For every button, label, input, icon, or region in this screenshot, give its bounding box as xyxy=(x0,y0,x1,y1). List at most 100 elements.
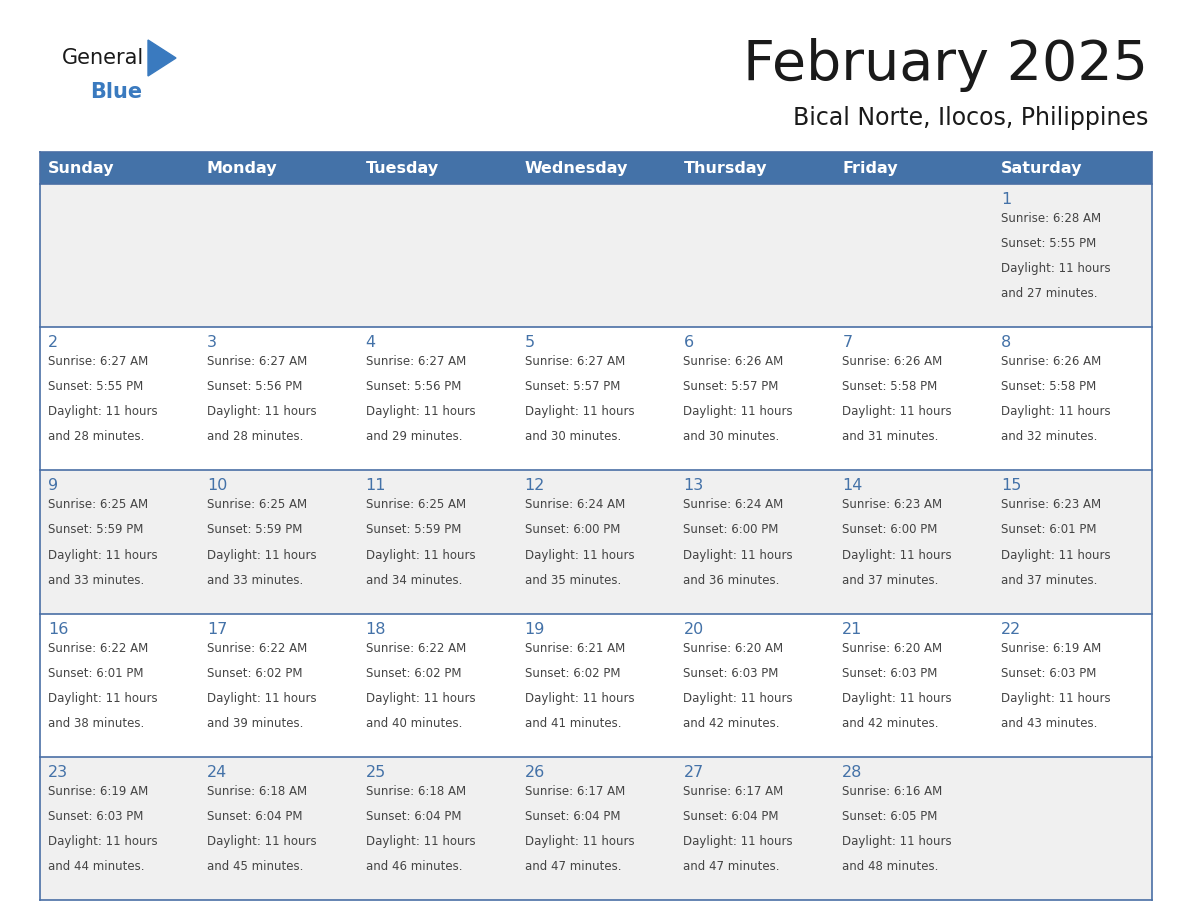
Text: and 43 minutes.: and 43 minutes. xyxy=(1001,717,1098,730)
Text: and 47 minutes.: and 47 minutes. xyxy=(683,860,781,873)
Text: and 35 minutes.: and 35 minutes. xyxy=(525,574,621,587)
Text: 5: 5 xyxy=(525,335,535,350)
Text: 9: 9 xyxy=(48,478,58,493)
Text: 24: 24 xyxy=(207,765,227,779)
Text: 7: 7 xyxy=(842,335,853,350)
Text: 25: 25 xyxy=(366,765,386,779)
Text: and 33 minutes.: and 33 minutes. xyxy=(207,574,303,587)
Text: Daylight: 11 hours: Daylight: 11 hours xyxy=(1001,263,1111,275)
Text: and 38 minutes.: and 38 minutes. xyxy=(48,717,144,730)
Text: and 45 minutes.: and 45 minutes. xyxy=(207,860,303,873)
Text: Sunrise: 6:18 AM: Sunrise: 6:18 AM xyxy=(366,785,466,798)
Text: Sunrise: 6:17 AM: Sunrise: 6:17 AM xyxy=(683,785,784,798)
Text: Sunday: Sunday xyxy=(48,161,114,175)
Text: Sunset: 5:58 PM: Sunset: 5:58 PM xyxy=(842,380,937,393)
Text: Daylight: 11 hours: Daylight: 11 hours xyxy=(207,549,316,562)
Text: Sunset: 6:01 PM: Sunset: 6:01 PM xyxy=(1001,523,1097,536)
Text: and 33 minutes.: and 33 minutes. xyxy=(48,574,144,587)
Text: Sunset: 5:58 PM: Sunset: 5:58 PM xyxy=(1001,380,1097,393)
Text: Sunrise: 6:27 AM: Sunrise: 6:27 AM xyxy=(525,355,625,368)
Text: Daylight: 11 hours: Daylight: 11 hours xyxy=(1001,549,1111,562)
Text: Sunset: 6:02 PM: Sunset: 6:02 PM xyxy=(366,666,461,679)
Text: Sunrise: 6:26 AM: Sunrise: 6:26 AM xyxy=(1001,355,1101,368)
Text: and 42 minutes.: and 42 minutes. xyxy=(842,717,939,730)
Bar xyxy=(40,184,1152,327)
Text: 4: 4 xyxy=(366,335,375,350)
Text: Daylight: 11 hours: Daylight: 11 hours xyxy=(842,692,952,705)
Text: and 37 minutes.: and 37 minutes. xyxy=(1001,574,1098,587)
Text: 28: 28 xyxy=(842,765,862,779)
Text: and 40 minutes.: and 40 minutes. xyxy=(366,717,462,730)
Text: Sunrise: 6:17 AM: Sunrise: 6:17 AM xyxy=(525,785,625,798)
Text: and 41 minutes.: and 41 minutes. xyxy=(525,717,621,730)
Text: 1: 1 xyxy=(1001,192,1011,207)
Text: Sunrise: 6:27 AM: Sunrise: 6:27 AM xyxy=(48,355,148,368)
Text: Bical Norte, Ilocos, Philippines: Bical Norte, Ilocos, Philippines xyxy=(792,106,1148,130)
Text: and 29 minutes.: and 29 minutes. xyxy=(366,431,462,443)
Text: Saturday: Saturday xyxy=(1001,161,1082,175)
Text: and 34 minutes.: and 34 minutes. xyxy=(366,574,462,587)
Text: Sunrise: 6:24 AM: Sunrise: 6:24 AM xyxy=(683,498,784,511)
Text: 15: 15 xyxy=(1001,478,1022,493)
Text: and 44 minutes.: and 44 minutes. xyxy=(48,860,145,873)
Text: Daylight: 11 hours: Daylight: 11 hours xyxy=(842,549,952,562)
Text: Sunrise: 6:27 AM: Sunrise: 6:27 AM xyxy=(207,355,308,368)
Text: Daylight: 11 hours: Daylight: 11 hours xyxy=(1001,692,1111,705)
Text: Sunset: 5:55 PM: Sunset: 5:55 PM xyxy=(1001,237,1097,250)
Text: Sunrise: 6:23 AM: Sunrise: 6:23 AM xyxy=(1001,498,1101,511)
Text: February 2025: February 2025 xyxy=(742,38,1148,92)
Text: and 39 minutes.: and 39 minutes. xyxy=(207,717,303,730)
Text: Friday: Friday xyxy=(842,161,898,175)
Text: Sunrise: 6:21 AM: Sunrise: 6:21 AM xyxy=(525,642,625,655)
Text: Sunset: 6:04 PM: Sunset: 6:04 PM xyxy=(207,810,303,823)
Text: Sunset: 6:05 PM: Sunset: 6:05 PM xyxy=(842,810,937,823)
Text: Sunset: 6:01 PM: Sunset: 6:01 PM xyxy=(48,666,144,679)
Text: and 48 minutes.: and 48 minutes. xyxy=(842,860,939,873)
Text: 11: 11 xyxy=(366,478,386,493)
Text: Daylight: 11 hours: Daylight: 11 hours xyxy=(207,692,316,705)
Polygon shape xyxy=(148,40,176,76)
Text: Sunset: 6:03 PM: Sunset: 6:03 PM xyxy=(1001,666,1097,679)
Text: Sunrise: 6:26 AM: Sunrise: 6:26 AM xyxy=(842,355,942,368)
Text: and 42 minutes.: and 42 minutes. xyxy=(683,717,781,730)
Text: Daylight: 11 hours: Daylight: 11 hours xyxy=(366,834,475,848)
Text: Daylight: 11 hours: Daylight: 11 hours xyxy=(683,549,794,562)
Text: Daylight: 11 hours: Daylight: 11 hours xyxy=(842,834,952,848)
Text: Sunrise: 6:18 AM: Sunrise: 6:18 AM xyxy=(207,785,307,798)
Text: 10: 10 xyxy=(207,478,227,493)
Text: 19: 19 xyxy=(525,621,545,636)
Text: Sunrise: 6:16 AM: Sunrise: 6:16 AM xyxy=(842,785,942,798)
Text: Sunrise: 6:26 AM: Sunrise: 6:26 AM xyxy=(683,355,784,368)
Text: Sunset: 6:03 PM: Sunset: 6:03 PM xyxy=(842,666,937,679)
Text: Thursday: Thursday xyxy=(683,161,767,175)
Text: Sunset: 6:00 PM: Sunset: 6:00 PM xyxy=(683,523,779,536)
Text: Daylight: 11 hours: Daylight: 11 hours xyxy=(48,406,158,419)
Text: Daylight: 11 hours: Daylight: 11 hours xyxy=(525,692,634,705)
Text: 22: 22 xyxy=(1001,621,1022,636)
Text: Monday: Monday xyxy=(207,161,278,175)
Text: Sunrise: 6:28 AM: Sunrise: 6:28 AM xyxy=(1001,212,1101,225)
Text: 3: 3 xyxy=(207,335,217,350)
Bar xyxy=(40,470,1152,613)
Text: 6: 6 xyxy=(683,335,694,350)
Text: Daylight: 11 hours: Daylight: 11 hours xyxy=(525,549,634,562)
Text: Sunset: 5:59 PM: Sunset: 5:59 PM xyxy=(207,523,302,536)
Text: Sunset: 6:04 PM: Sunset: 6:04 PM xyxy=(366,810,461,823)
Text: 16: 16 xyxy=(48,621,69,636)
Text: and 30 minutes.: and 30 minutes. xyxy=(525,431,621,443)
Text: Daylight: 11 hours: Daylight: 11 hours xyxy=(207,834,316,848)
Text: 26: 26 xyxy=(525,765,545,779)
Bar xyxy=(40,152,1152,184)
Text: Sunrise: 6:25 AM: Sunrise: 6:25 AM xyxy=(207,498,307,511)
Text: Daylight: 11 hours: Daylight: 11 hours xyxy=(525,834,634,848)
Text: Tuesday: Tuesday xyxy=(366,161,438,175)
Text: Sunrise: 6:24 AM: Sunrise: 6:24 AM xyxy=(525,498,625,511)
Text: Daylight: 11 hours: Daylight: 11 hours xyxy=(683,834,794,848)
Text: 17: 17 xyxy=(207,621,227,636)
Text: Sunset: 5:59 PM: Sunset: 5:59 PM xyxy=(48,523,144,536)
Text: Daylight: 11 hours: Daylight: 11 hours xyxy=(207,406,316,419)
Text: Sunrise: 6:22 AM: Sunrise: 6:22 AM xyxy=(366,642,466,655)
Text: and 27 minutes.: and 27 minutes. xyxy=(1001,287,1098,300)
Text: Sunset: 5:57 PM: Sunset: 5:57 PM xyxy=(525,380,620,393)
Text: Daylight: 11 hours: Daylight: 11 hours xyxy=(48,834,158,848)
